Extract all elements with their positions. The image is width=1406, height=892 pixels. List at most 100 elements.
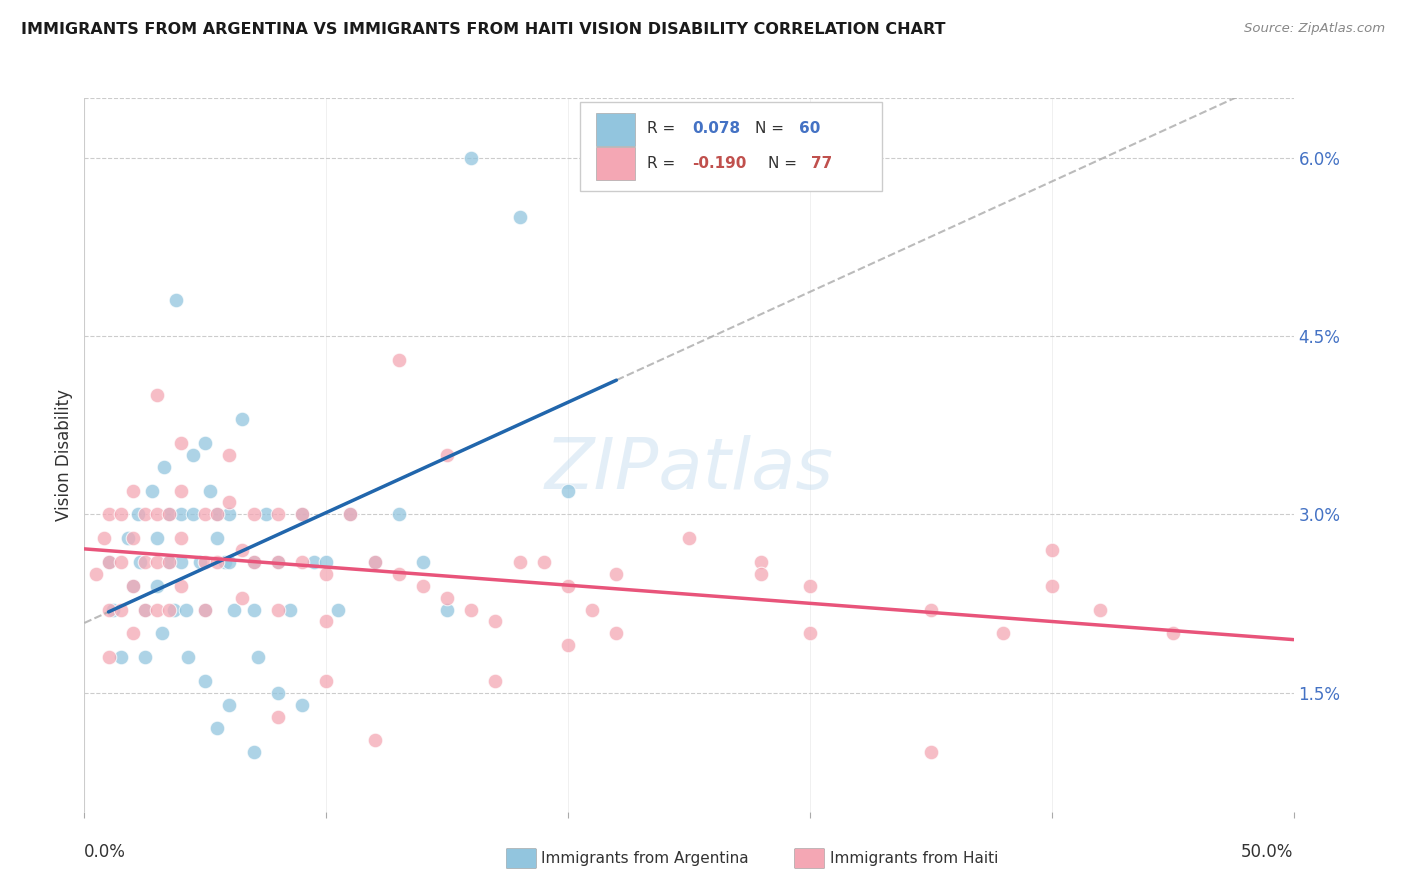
Point [146, 531, 169, 545]
Point [194, 436, 217, 450]
Text: Source: ZipAtlas.com: Source: ZipAtlas.com [1244, 22, 1385, 36]
Point [97, 650, 120, 665]
Point [484, 615, 506, 629]
Point [207, 508, 229, 522]
Point [170, 579, 193, 593]
Point [214, 555, 236, 569]
Point [163, 602, 186, 616]
Point [110, 650, 132, 665]
Point [170, 508, 193, 522]
Text: 50.0%: 50.0% [1241, 843, 1294, 861]
Point [302, 555, 325, 569]
Point [388, 508, 411, 522]
Text: R =: R = [647, 121, 679, 136]
Point [231, 543, 253, 558]
Text: ZIPatlas: ZIPatlas [544, 434, 834, 504]
Point [121, 579, 143, 593]
Point [509, 555, 531, 569]
Point [315, 555, 337, 569]
Point [177, 650, 200, 665]
Point [267, 602, 290, 616]
FancyBboxPatch shape [794, 848, 825, 869]
Point [436, 448, 458, 462]
Point [436, 591, 458, 605]
Point [581, 602, 603, 616]
Point [388, 352, 411, 367]
Y-axis label: Vision Disability: Vision Disability [55, 389, 73, 521]
Point [533, 555, 555, 569]
Point [146, 555, 169, 569]
FancyBboxPatch shape [596, 147, 634, 180]
Point [110, 508, 132, 522]
Point [157, 508, 180, 522]
Point [194, 602, 217, 616]
Point [267, 508, 290, 522]
Point [242, 555, 264, 569]
Text: N =: N = [768, 156, 801, 171]
Point [242, 508, 264, 522]
Point [170, 436, 193, 450]
Point [207, 555, 229, 569]
Point [141, 483, 163, 498]
Text: 0.078: 0.078 [693, 121, 741, 136]
Point [388, 566, 411, 581]
Point [103, 602, 125, 616]
Point [509, 210, 531, 224]
Point [150, 626, 173, 640]
Point [129, 555, 152, 569]
Point [134, 508, 156, 522]
Point [134, 602, 156, 616]
Point [165, 293, 187, 308]
Point [134, 650, 156, 665]
Point [157, 555, 180, 569]
Point [121, 483, 143, 498]
Point [127, 508, 149, 522]
Point [412, 555, 434, 569]
Point [267, 555, 290, 569]
Point [170, 531, 193, 545]
Point [218, 508, 240, 522]
Point [484, 673, 506, 688]
Point [799, 579, 821, 593]
Point [170, 483, 193, 498]
Point [218, 698, 240, 712]
Point [157, 508, 180, 522]
Point [363, 555, 385, 569]
Point [751, 555, 773, 569]
Point [605, 566, 627, 581]
Point [278, 602, 301, 616]
Point [153, 459, 176, 474]
FancyBboxPatch shape [596, 113, 634, 146]
Point [291, 508, 314, 522]
Text: -0.190: -0.190 [693, 156, 747, 171]
Point [605, 626, 627, 640]
Point [460, 602, 482, 616]
Point [121, 626, 143, 640]
Point [146, 388, 169, 402]
Point [557, 483, 579, 498]
Point [97, 508, 120, 522]
Point [363, 555, 385, 569]
Point [134, 555, 156, 569]
Text: 77: 77 [811, 156, 832, 171]
Text: Immigrants from Argentina: Immigrants from Argentina [541, 851, 749, 865]
Point [146, 579, 169, 593]
Point [605, 174, 627, 188]
Point [247, 650, 270, 665]
Point [242, 602, 264, 616]
Point [242, 745, 264, 759]
Text: N =: N = [755, 121, 789, 136]
Point [190, 555, 212, 569]
Point [315, 673, 337, 688]
Point [224, 602, 246, 616]
Text: 60: 60 [799, 121, 820, 136]
Point [97, 555, 120, 569]
Point [157, 602, 180, 616]
Point [339, 508, 361, 522]
Point [194, 673, 217, 688]
Point [218, 555, 240, 569]
Point [267, 709, 290, 723]
Point [315, 566, 337, 581]
Point [291, 508, 314, 522]
Point [1088, 602, 1111, 616]
